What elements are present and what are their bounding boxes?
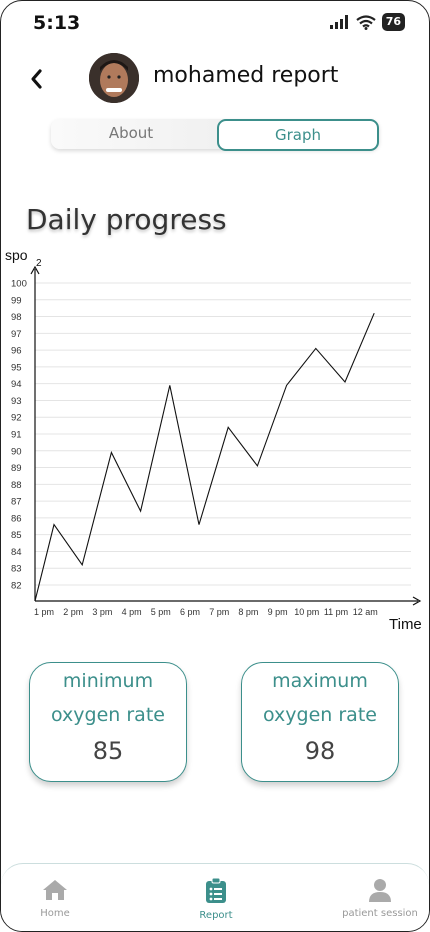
status-icons: 76	[329, 13, 405, 31]
y-tick-label: 83	[11, 564, 22, 575]
nav-report[interactable]: Report	[189, 877, 243, 921]
minimum-oxygen-card: minimum oxygen rate 85	[29, 662, 187, 782]
y-tick-label: 98	[11, 312, 22, 323]
y-tick-label: 91	[11, 430, 22, 441]
cellular-signal-icon	[329, 15, 348, 29]
x-axis-label: Time	[389, 616, 422, 633]
tab-about[interactable]: About	[108, 124, 154, 142]
header: mohamed report	[1, 51, 429, 107]
battery-indicator: 76	[381, 13, 405, 31]
y-axis-label-subscript: 2	[36, 258, 42, 269]
home-icon	[43, 880, 67, 900]
y-tick-label: 85	[11, 530, 22, 541]
minimum-label-line2: oxygen rate	[51, 704, 165, 726]
x-tick-label: 9 pm	[268, 607, 288, 617]
minimum-value: 85	[92, 737, 124, 765]
nav-patient-label: patient session	[342, 908, 418, 919]
section-title: Daily progress	[26, 203, 227, 236]
y-tick-label: 88	[11, 480, 22, 491]
maximum-oxygen-card: maximum oxygen rate 98	[241, 662, 399, 782]
bottom-navigation: Home Report patient session	[1, 863, 429, 931]
back-arrow-icon[interactable]	[25, 65, 49, 93]
status-time: 5:13	[33, 12, 81, 34]
clipboard-list-icon	[206, 877, 226, 903]
view-segmented-control: About Graph	[51, 119, 379, 151]
y-tick-label: 93	[11, 396, 22, 407]
x-tick-label: 11 pm	[324, 607, 348, 617]
minimum-label-line1: minimum	[62, 670, 154, 692]
x-tick-label: 12 am	[353, 607, 378, 617]
wifi-icon	[356, 14, 376, 30]
nav-report-label: Report	[199, 910, 233, 921]
nav-home-label: Home	[40, 908, 70, 919]
y-tick-label: 84	[11, 547, 22, 558]
status-bar: 5:13 76	[1, 1, 429, 45]
maximum-label-line2: oxygen rate	[263, 704, 377, 726]
y-tick-label: 95	[11, 362, 22, 373]
x-tick-label: 4 pm	[122, 607, 142, 617]
x-tick-label: 8 pm	[238, 607, 258, 617]
y-tick-label: 92	[11, 413, 22, 424]
avatar-photo	[89, 53, 139, 103]
x-tick-label: 2 pm	[63, 607, 83, 617]
nav-patient-session[interactable]: patient session	[335, 878, 425, 919]
avatar	[89, 53, 139, 103]
y-tick-label: 96	[11, 346, 22, 357]
y-axis-arrow	[30, 265, 40, 275]
y-tick-label: 82	[11, 581, 22, 592]
y-tick-label: 100	[11, 279, 27, 290]
tab-graph[interactable]: Graph	[217, 119, 379, 151]
x-tick-label: 5 pm	[151, 607, 171, 617]
spo2-line-chart: 100 99 98 97 96 95 94 93 92 91 90 89 88 87 86 85 84 83 82 s…	[5, 247, 422, 633]
y-tick-label: 86	[11, 513, 22, 524]
x-tick-label: 3 pm	[92, 607, 112, 617]
series-line	[34, 312, 375, 602]
maximum-label-line1: maximum	[272, 670, 368, 692]
x-axis-arrow	[412, 596, 422, 606]
page-title: mohamed report	[153, 63, 339, 88]
y-tick-label: 99	[11, 295, 22, 306]
y-tick-label: 97	[11, 329, 22, 340]
user-icon	[369, 879, 391, 902]
y-axis-label: spo	[5, 247, 28, 263]
x-tick-label: 10 pm	[294, 607, 319, 617]
x-tick-label: 6 pm	[180, 607, 200, 617]
x-tick-label: 1 pm	[34, 607, 54, 617]
y-tick-label: 87	[11, 497, 22, 508]
y-tick-label: 94	[11, 379, 22, 390]
y-tick-label: 90	[11, 446, 22, 457]
nav-home[interactable]: Home	[31, 878, 79, 919]
maximum-value: 98	[304, 737, 336, 765]
x-tick-label: 7 pm	[209, 607, 229, 617]
y-tick-label: 89	[11, 463, 22, 474]
